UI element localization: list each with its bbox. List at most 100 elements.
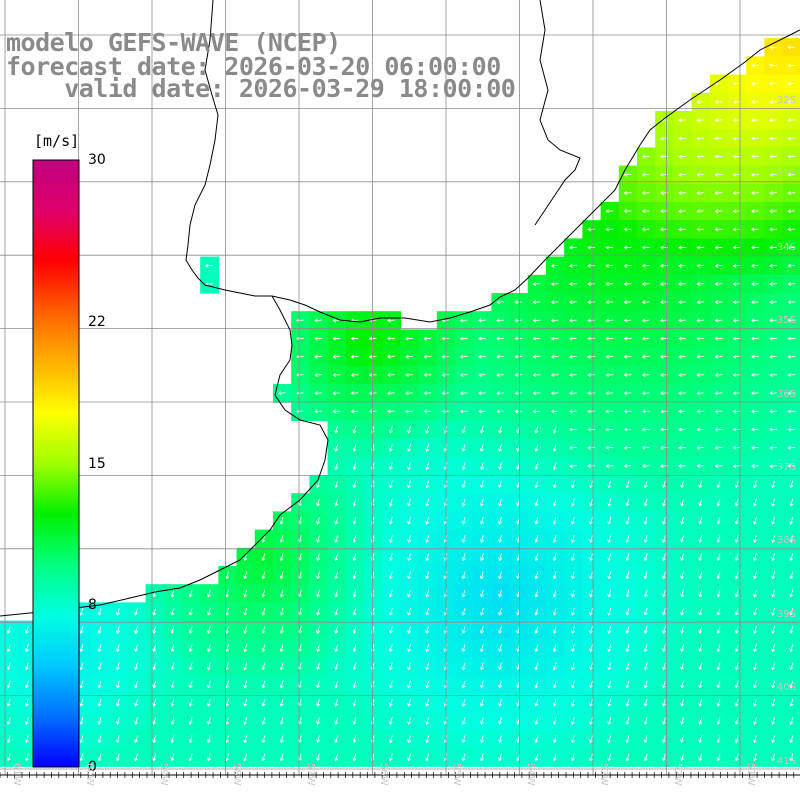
wind-arrow — [425, 516, 430, 525]
wind-arrow — [334, 516, 339, 525]
wind-cell — [473, 456, 492, 476]
wind-arrow — [734, 480, 739, 489]
wind-arrow — [279, 535, 284, 543]
wind-cell — [291, 675, 310, 694]
wind-arrow — [569, 318, 577, 323]
wind-arrow — [714, 190, 723, 195]
wind-arrow — [769, 281, 778, 286]
wind-arrow — [641, 300, 650, 305]
wind-arrow — [714, 118, 723, 123]
wind-arrow — [714, 391, 723, 396]
wind-cell — [18, 748, 37, 767]
wind-cell — [400, 566, 420, 585]
wind-cell — [509, 729, 529, 749]
wind-cell — [400, 511, 420, 531]
wind-arrow — [498, 644, 503, 653]
wind-arrow — [425, 553, 430, 562]
wind-arrow — [787, 391, 796, 396]
wind-arrow — [316, 607, 321, 616]
wind-arrow — [334, 498, 339, 507]
wind-arrow — [787, 63, 796, 68]
wind-arrow — [425, 425, 430, 434]
wind-arrow — [769, 209, 778, 214]
wind-arrow — [641, 154, 650, 159]
wind-cell — [473, 675, 492, 694]
wind-cell — [509, 638, 529, 658]
wind-arrow — [696, 209, 705, 214]
wind-arrow — [732, 318, 741, 323]
wind-arrow — [316, 589, 321, 598]
wind-arrow — [751, 245, 759, 250]
wind-cell — [455, 456, 474, 476]
wind-arrow — [623, 391, 632, 396]
wind-arrow — [478, 318, 486, 323]
wind-arrow — [316, 480, 321, 489]
wind-arrow — [732, 300, 741, 305]
wind-arrow — [678, 372, 687, 377]
wind-arrow — [552, 535, 557, 543]
wind-arrow — [751, 391, 759, 396]
wind-cell — [200, 602, 219, 622]
wind-arrow — [407, 444, 412, 452]
wind-arrow — [569, 391, 577, 396]
wind-arrow — [787, 99, 796, 104]
wind-arrow — [461, 735, 466, 744]
wind-arrow — [698, 735, 703, 744]
wind-arrow — [752, 626, 757, 634]
wind-cell — [291, 729, 310, 749]
wind-arrow — [623, 245, 632, 250]
wind-arrow — [661, 553, 666, 562]
wind-cell — [382, 511, 401, 531]
wind-arrow — [479, 662, 484, 671]
wind-arrow — [314, 409, 323, 414]
wind-arrow — [205, 281, 213, 286]
wind-cell — [509, 602, 529, 622]
wind-arrow — [734, 516, 739, 525]
wind-cell — [455, 638, 474, 658]
wind-arrow — [643, 607, 648, 616]
wind-arrow — [534, 717, 539, 725]
wind-arrow — [24, 717, 29, 725]
wind-arrow — [787, 300, 796, 305]
wind-arrow — [698, 480, 703, 489]
wind-arrow — [787, 354, 796, 359]
wind-cell — [473, 620, 492, 640]
wind-cell — [236, 711, 256, 731]
wind-arrow — [589, 498, 594, 507]
wind-cell — [218, 638, 238, 658]
wind-cell — [345, 675, 365, 694]
wind-arrow — [478, 409, 486, 414]
wind-cell — [91, 675, 110, 694]
wind-arrow — [115, 735, 120, 744]
wind-arrow — [498, 516, 503, 525]
wind-arrow — [680, 589, 685, 598]
wind-arrow — [587, 463, 596, 468]
wind-arrow — [698, 753, 703, 762]
wind-arrow — [6, 626, 11, 634]
wind-arrow — [607, 662, 612, 671]
wind-cell — [345, 493, 365, 512]
wind-arrow — [771, 662, 776, 671]
wind-arrow — [243, 698, 248, 707]
colorbar-gradient — [32, 159, 80, 768]
wind-arrow — [459, 391, 468, 396]
wind-arrow — [134, 735, 139, 744]
wind-cell — [473, 420, 492, 440]
wind-cell — [382, 675, 401, 694]
wind-arrow — [607, 498, 612, 507]
wind-cell — [309, 475, 329, 494]
wind-cell — [345, 529, 365, 549]
wind-cell — [163, 711, 183, 731]
wind-arrow — [79, 644, 84, 653]
wind-arrow — [623, 463, 632, 468]
wind-arrow — [514, 336, 523, 341]
wind-arrow — [625, 498, 630, 507]
wind-cell — [345, 511, 365, 531]
wind-arrow — [296, 318, 304, 323]
wind-arrow — [696, 172, 705, 177]
wind-cell — [546, 566, 565, 585]
wind-arrow — [771, 535, 776, 543]
wind-arrow — [387, 372, 395, 377]
wind-cell — [400, 693, 420, 713]
wind-arrow — [732, 445, 741, 450]
